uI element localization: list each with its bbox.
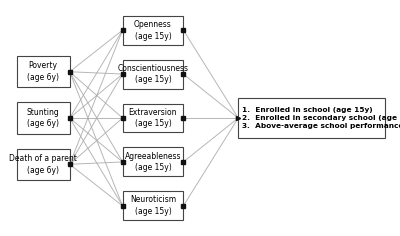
Text: 1.  Enrolled in school (age 15y)
2.  Enrolled in secondary school (age 15y)
3.  : 1. Enrolled in school (age 15y) 2. Enrol… — [242, 107, 400, 129]
Text: Stunting
(age 6y): Stunting (age 6y) — [27, 108, 60, 128]
FancyBboxPatch shape — [122, 16, 183, 45]
FancyBboxPatch shape — [17, 149, 70, 180]
Text: Extraversion
(age 15y): Extraversion (age 15y) — [129, 108, 177, 128]
FancyBboxPatch shape — [17, 56, 70, 87]
FancyBboxPatch shape — [122, 148, 183, 176]
Text: Openness
(age 15y): Openness (age 15y) — [134, 20, 172, 41]
FancyBboxPatch shape — [238, 98, 385, 138]
FancyBboxPatch shape — [122, 60, 183, 88]
Text: Agreeableness
(age 15y): Agreeableness (age 15y) — [125, 152, 181, 172]
Text: Conscientiousness
(age 15y): Conscientiousness (age 15y) — [118, 64, 188, 84]
Text: Death of a parent
(age 6y): Death of a parent (age 6y) — [9, 154, 77, 175]
Text: Neuroticism
(age 15y): Neuroticism (age 15y) — [130, 195, 176, 216]
Text: Poverty
(age 6y): Poverty (age 6y) — [27, 61, 59, 82]
FancyBboxPatch shape — [122, 191, 183, 220]
FancyBboxPatch shape — [122, 104, 183, 132]
FancyBboxPatch shape — [17, 102, 70, 134]
